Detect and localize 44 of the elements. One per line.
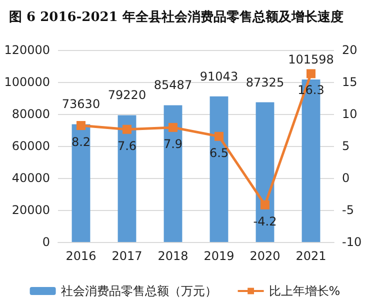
bar: [72, 124, 90, 242]
y-tick-label: 20000: [12, 203, 50, 217]
y2-tick-label: -10: [342, 235, 362, 249]
x-tick-label: 2017: [112, 249, 142, 263]
y-tick-label: 80000: [12, 107, 50, 121]
y-tick-label: 120000: [4, 43, 50, 57]
x-tick-label: 2021: [296, 249, 326, 263]
bar: [210, 96, 228, 242]
bar: [256, 102, 274, 242]
y2-tick-label: 5: [342, 139, 350, 153]
x-tick-label: 2018: [158, 249, 188, 263]
y-tick-label: 0: [42, 235, 50, 249]
y2-tick-label: 20: [342, 43, 358, 57]
point: [214, 132, 224, 141]
point: [168, 122, 178, 132]
legend-label: 比上年增长%: [268, 284, 340, 298]
point: [306, 69, 316, 78]
point: [260, 200, 270, 210]
x-tick-label: 2020: [250, 249, 280, 263]
data-label: 85487: [154, 78, 192, 92]
x-tick-label: 2019: [204, 249, 234, 263]
data-label: 6.5: [209, 146, 229, 160]
y2-tick-label: 0: [342, 171, 350, 185]
y2-tick-label: 10: [342, 107, 358, 121]
x-tick-label: 2016: [66, 249, 96, 263]
point: [122, 124, 132, 134]
data-label: 8.2: [71, 135, 91, 150]
legend-label: 社会消费品零售总额（万元）: [60, 284, 217, 298]
data-label: 79220: [108, 88, 146, 102]
chart-title: 图 6 2016-2021 年全县社会消费品零售总额及增长速度: [9, 9, 344, 25]
data-label: 73630: [62, 97, 100, 112]
bar: [118, 115, 136, 242]
data-label: 91043: [200, 69, 238, 84]
y-tick-label: 60000: [12, 139, 50, 153]
y2-tick-label: -5: [342, 203, 354, 217]
data-label: 101598: [288, 52, 334, 66]
y-tick-label: 40000: [12, 171, 50, 185]
data-label: 87325: [246, 75, 284, 90]
y2-tick-label: 15: [342, 75, 358, 89]
data-label: 7.9: [163, 136, 183, 151]
y-tick-label: 100000: [4, 75, 50, 89]
data-label: 7.6: [117, 138, 137, 153]
point: [76, 121, 86, 130]
bar: [164, 105, 182, 242]
